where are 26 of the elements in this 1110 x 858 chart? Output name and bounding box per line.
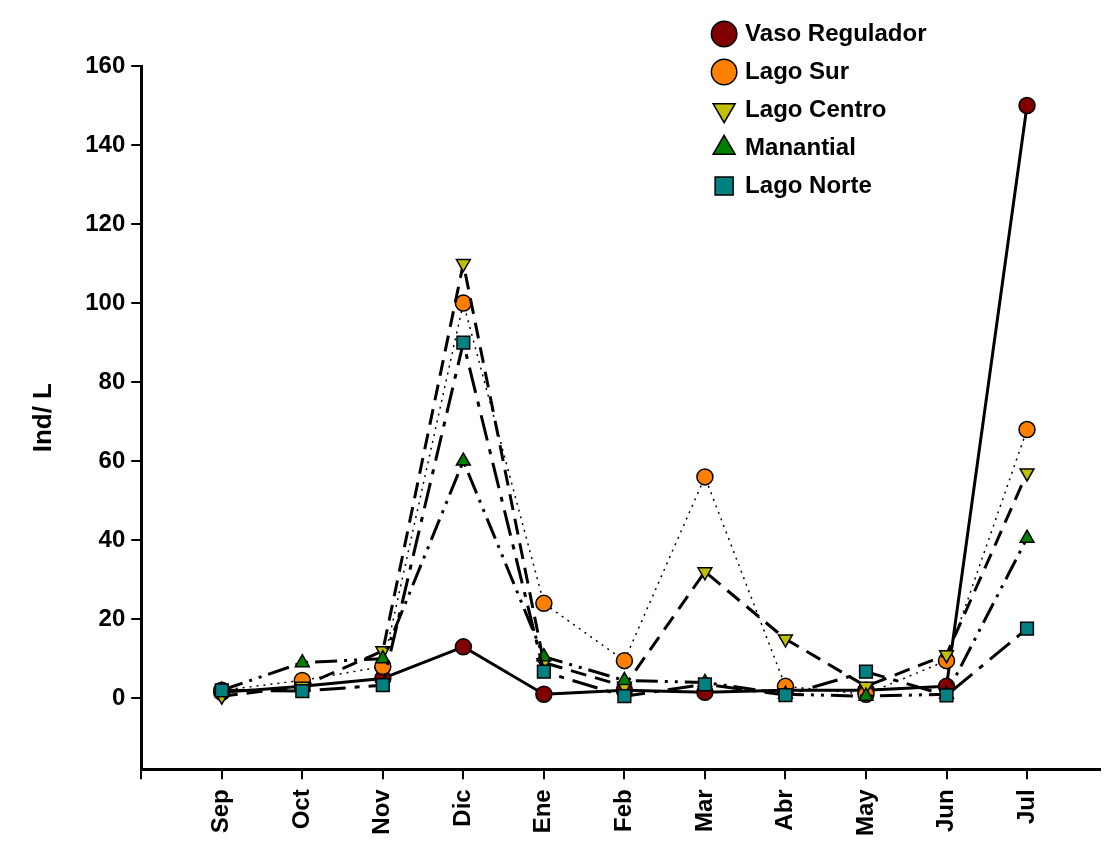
y-tick-label: 80 [98, 366, 126, 394]
x-tick-label: Dic [447, 789, 475, 827]
x-tick-label: Jul [1011, 789, 1039, 824]
y-tick-label: 100 [85, 287, 126, 315]
x-tick-label: Mar [689, 789, 717, 832]
y-tick-label: 160 [85, 50, 126, 78]
y-tick-label: 60 [98, 445, 126, 473]
x-tick-label: Ene [528, 789, 556, 834]
y-tick-label: 120 [85, 208, 126, 236]
y-axis-title: Ind/ L [26, 382, 57, 453]
x-tick-label: Sep [206, 789, 234, 834]
x-tick-label: Abr [770, 789, 798, 831]
legend-label: Lago Sur [745, 56, 850, 84]
x-tick-label: Feb [609, 789, 637, 832]
x-tick-label: Oct [286, 789, 314, 830]
x-tick-label: May [850, 788, 878, 836]
y-tick-label: 20 [98, 603, 126, 631]
y-tick-label: 0 [111, 682, 126, 710]
legend-label: Vaso Regulador [745, 18, 927, 46]
y-tick-label: 40 [98, 524, 126, 552]
y-tick-label: 140 [85, 129, 126, 157]
legend-label: Lago Centro [745, 94, 887, 122]
x-tick-label: Nov [367, 788, 395, 835]
legend-label: Lago Norte [745, 170, 872, 198]
legend-label: Manantial [745, 132, 856, 160]
x-tick-label: Jun [931, 789, 959, 832]
